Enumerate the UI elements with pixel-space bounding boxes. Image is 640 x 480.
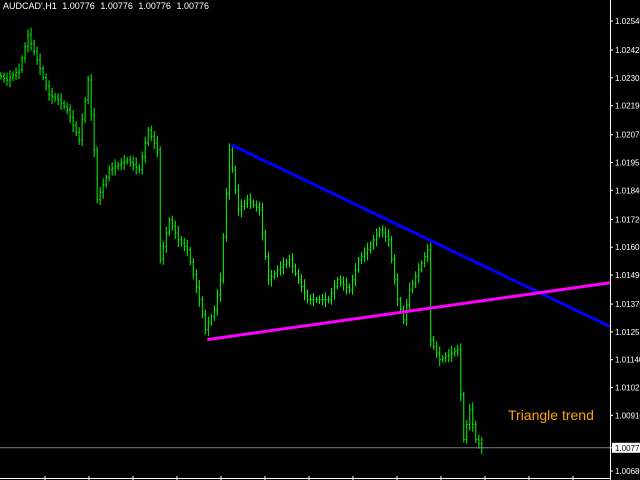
- close-value: 1.00776: [176, 1, 209, 11]
- upper-trendline: [230, 143, 611, 328]
- price-tick-label: 1.01955: [615, 159, 640, 168]
- price-tick-label: 1.00910: [615, 411, 640, 420]
- price-tick-label: 1.01840: [615, 186, 640, 195]
- price-tick-label: 1.02540: [615, 17, 640, 26]
- symbol-label: AUDCAD',H1: [3, 1, 57, 11]
- price-tick-label: 1.01255: [615, 328, 640, 337]
- lower-trendline: [207, 281, 611, 342]
- low-value: 1.00776: [138, 1, 171, 11]
- price-tick-label: 1.02420: [615, 46, 640, 55]
- chart-header: AUDCAD',H1 1.00776 1.00776 1.00776 1.007…: [3, 1, 212, 11]
- current-price-box: [612, 442, 640, 453]
- price-tick-label: 1.00776: [615, 444, 640, 453]
- price-tick-label: 1.00680: [615, 467, 640, 476]
- triangle-trend-label: Triangle trend: [508, 407, 594, 423]
- price-tick-label: 1.01490: [615, 271, 640, 280]
- open-value: 1.00776: [62, 1, 95, 11]
- price-tick-label: 1.01720: [615, 215, 640, 224]
- price-tick-label: 1.01025: [615, 384, 640, 393]
- price-tick-label: 1.01605: [615, 243, 640, 252]
- high-value: 1.00776: [100, 1, 133, 11]
- price-tick-label: 1.01370: [615, 300, 640, 309]
- price-tick-label: 1.01140: [615, 356, 640, 365]
- price-tick-label: 1.02070: [615, 131, 640, 140]
- price-tick-label: 1.02305: [615, 74, 640, 83]
- price-tick-label: 1.02190: [615, 102, 640, 111]
